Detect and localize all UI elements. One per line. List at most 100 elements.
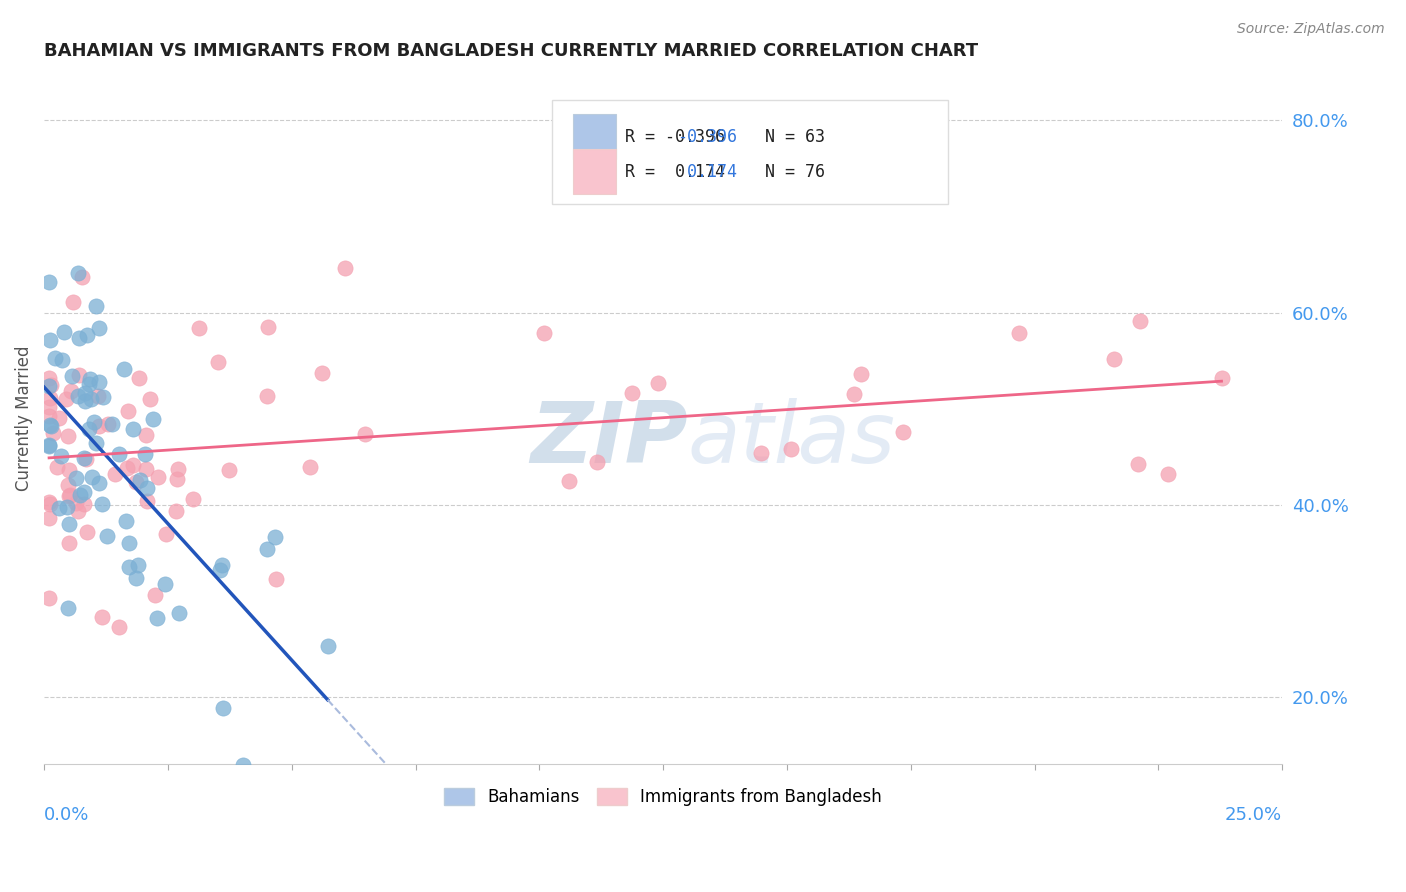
Point	[316, 640, 339, 654]
Point	[38, 275, 60, 289]
Text: 0.0%: 0.0%	[44, 805, 90, 824]
Point	[58, 463, 80, 477]
Point	[58, 489, 80, 503]
Point	[135, 462, 157, 476]
Point	[38, 417, 60, 432]
Point	[134, 447, 156, 461]
Point	[87, 475, 110, 490]
Text: BAHAMIAN VS IMMIGRANTS FROM BANGLADESH CURRENTLY MARRIED CORRELATION CHART: BAHAMIAN VS IMMIGRANTS FROM BANGLADESH C…	[44, 42, 979, 60]
Point	[84, 435, 107, 450]
Point	[166, 472, 188, 486]
Text: -0.396: -0.396	[676, 128, 737, 145]
Point	[73, 450, 96, 465]
Point	[38, 591, 60, 606]
Point	[82, 470, 104, 484]
Text: 0.174: 0.174	[676, 162, 737, 181]
Point	[264, 573, 287, 587]
Point	[121, 458, 143, 472]
Point	[56, 601, 79, 615]
Point	[844, 387, 866, 401]
Point	[84, 300, 107, 314]
Text: atlas: atlas	[688, 398, 896, 481]
Point	[58, 536, 80, 550]
Point	[79, 372, 101, 386]
Point	[67, 368, 90, 383]
Point	[49, 450, 72, 464]
Point	[59, 384, 82, 398]
Point	[108, 620, 131, 634]
FancyBboxPatch shape	[572, 114, 616, 159]
Point	[153, 576, 176, 591]
Point	[118, 535, 141, 549]
Point	[55, 392, 77, 406]
Point	[75, 451, 97, 466]
Point	[211, 558, 233, 572]
Point	[1157, 467, 1180, 482]
Point	[38, 511, 60, 525]
Point	[67, 389, 90, 403]
Point	[647, 376, 669, 390]
Point	[256, 319, 278, 334]
Point	[128, 558, 150, 573]
Point	[46, 459, 69, 474]
Text: R =  0.174    N = 76: R = 0.174 N = 76	[624, 162, 825, 181]
Point	[89, 320, 111, 334]
Point	[121, 422, 143, 436]
Point	[211, 700, 233, 714]
Point	[167, 461, 190, 475]
Point	[148, 470, 170, 484]
Point	[67, 331, 90, 345]
Point	[256, 541, 278, 556]
Point	[101, 417, 124, 431]
Point	[39, 377, 62, 392]
Point	[232, 757, 254, 772]
Point	[42, 426, 65, 441]
Point	[97, 417, 120, 432]
Point	[183, 491, 205, 506]
Point	[136, 494, 159, 508]
Point	[39, 392, 62, 406]
Point	[169, 606, 191, 620]
Point	[80, 392, 103, 407]
Point	[91, 610, 114, 624]
Point	[90, 497, 112, 511]
Point	[73, 385, 96, 400]
Point	[112, 361, 135, 376]
Point	[256, 389, 278, 403]
FancyBboxPatch shape	[551, 100, 948, 204]
Point	[38, 439, 60, 453]
Point	[188, 321, 211, 335]
Point	[1129, 314, 1152, 328]
Point	[218, 463, 240, 477]
Point	[58, 517, 80, 532]
Point	[58, 478, 80, 492]
Point	[125, 571, 148, 585]
Point	[52, 325, 75, 339]
Point	[264, 530, 287, 544]
Point	[76, 328, 98, 343]
Point	[51, 352, 73, 367]
Point	[87, 389, 110, 403]
Point	[533, 326, 555, 341]
Point	[89, 375, 111, 389]
Point	[48, 410, 70, 425]
Point	[155, 526, 177, 541]
Point	[39, 496, 62, 510]
Point	[56, 500, 79, 515]
Point	[142, 412, 165, 426]
Point	[48, 500, 70, 515]
Point	[76, 524, 98, 539]
Point	[143, 588, 166, 602]
Point	[60, 369, 83, 384]
Point	[780, 442, 803, 457]
Point	[38, 494, 60, 508]
Point	[136, 481, 159, 495]
Point	[620, 386, 643, 401]
Point	[66, 267, 89, 281]
Point	[891, 425, 914, 439]
Point	[73, 497, 96, 511]
Point	[333, 260, 356, 275]
Point	[1211, 371, 1233, 385]
Point	[77, 422, 100, 436]
Point	[165, 504, 187, 518]
